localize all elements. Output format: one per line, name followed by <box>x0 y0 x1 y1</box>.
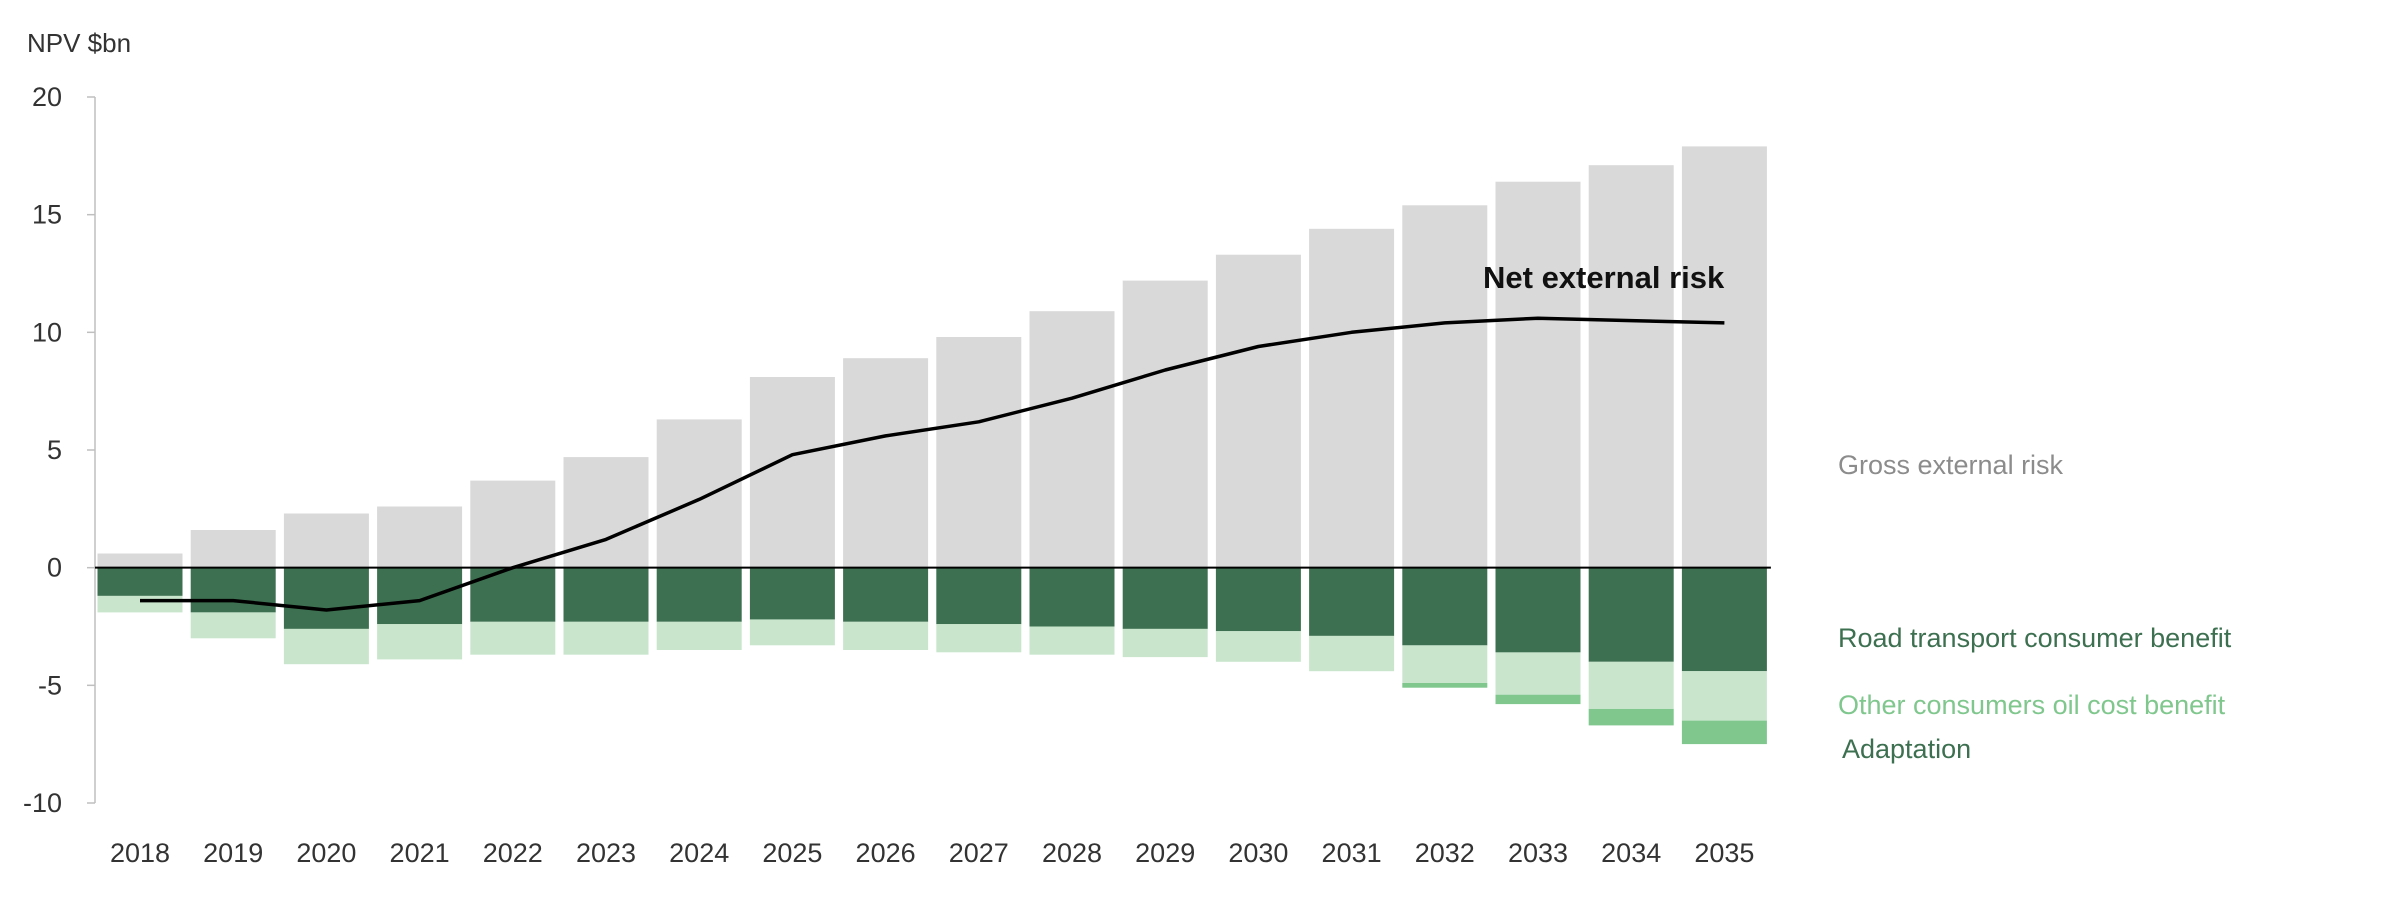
bar-gross-external-risk-2026 <box>843 358 929 568</box>
y-tick-label-0: 0 <box>47 553 62 583</box>
bar-gross-external-risk-2030 <box>1215 254 1301 568</box>
bar-road-transport-consumer-benefit-2028 <box>1029 567 1115 627</box>
bar-road-transport-consumer-benefit-2030 <box>1215 567 1301 632</box>
bar-other-consumers-oil-cost-benefit-2023 <box>563 621 649 655</box>
x-tick-label-2020: 2020 <box>296 838 356 868</box>
bars-layer <box>97 146 1767 745</box>
x-tick-label-2025: 2025 <box>762 838 822 868</box>
bar-other-consumers-oil-cost-benefit-2021 <box>377 624 463 660</box>
bar-other-consumers-oil-cost-benefit-2018 <box>97 595 183 613</box>
bar-road-transport-consumer-benefit-2031 <box>1309 567 1395 636</box>
x-tick-label-2028: 2028 <box>1042 838 1102 868</box>
y-axis-label: NPV $bn <box>27 28 131 58</box>
x-tick-label-2024: 2024 <box>669 838 729 868</box>
line-layer <box>140 316 1725 612</box>
bar-gross-external-risk-2022 <box>470 480 556 568</box>
bar-gross-external-risk-2018 <box>97 553 183 568</box>
x-tick-label-2019: 2019 <box>203 838 263 868</box>
y-tick-label-20: 20 <box>32 82 62 112</box>
x-tick-label-2032: 2032 <box>1415 838 1475 868</box>
bar-road-transport-consumer-benefit-2023 <box>563 567 649 622</box>
bar-other-consumers-oil-cost-benefit-2027 <box>936 624 1022 653</box>
bar-adaptation-2033 <box>1495 694 1581 705</box>
axes-layer <box>87 96 1771 804</box>
labels-layer: -10 -5 0 5 10 15 20 2018 2019 2020 2021 2022 2023 202… <box>23 28 2232 868</box>
y-tick-label-15: 15 <box>32 200 62 230</box>
x-tick-label-2026: 2026 <box>856 838 916 868</box>
bar-road-transport-consumer-benefit-2033 <box>1495 567 1581 653</box>
bar-road-transport-consumer-benefit-2029 <box>1122 567 1208 629</box>
bar-road-transport-consumer-benefit-2026 <box>843 567 929 622</box>
bar-other-consumers-oil-cost-benefit-2030 <box>1215 631 1301 662</box>
y-tick-label-5: 5 <box>47 435 62 465</box>
bar-adaptation-2034 <box>1588 708 1674 726</box>
legend-adaptation: Adaptation <box>1842 734 1971 764</box>
bar-other-consumers-oil-cost-benefit-2034 <box>1588 661 1674 709</box>
x-tick-label-2022: 2022 <box>483 838 543 868</box>
bar-gross-external-risk-2027 <box>936 337 1022 568</box>
x-tick-label-2034: 2034 <box>1601 838 1661 868</box>
bar-gross-external-risk-2033 <box>1495 181 1581 568</box>
bar-other-consumers-oil-cost-benefit-2024 <box>656 621 742 650</box>
bar-road-transport-consumer-benefit-2022 <box>470 567 556 622</box>
bar-gross-external-risk-2028 <box>1029 311 1115 568</box>
x-tick-label-2021: 2021 <box>390 838 450 868</box>
bar-gross-external-risk-2032 <box>1402 205 1488 568</box>
y-tick-label--5: -5 <box>38 670 62 700</box>
x-tick-label-2027: 2027 <box>949 838 1009 868</box>
x-tick-label-2029: 2029 <box>1135 838 1195 868</box>
bar-other-consumers-oil-cost-benefit-2026 <box>843 621 929 650</box>
x-tick-label-2018: 2018 <box>110 838 170 868</box>
bar-other-consumers-oil-cost-benefit-2028 <box>1029 626 1115 655</box>
bar-adaptation-2035 <box>1681 720 1767 745</box>
bar-other-consumers-oil-cost-benefit-2020 <box>283 628 369 665</box>
bar-gross-external-risk-2023 <box>563 457 649 568</box>
bar-gross-external-risk-2024 <box>656 419 742 568</box>
bar-gross-external-risk-2025 <box>749 377 835 568</box>
bar-road-transport-consumer-benefit-2020 <box>283 567 369 629</box>
x-tick-label-2030: 2030 <box>1228 838 1288 868</box>
bar-road-transport-consumer-benefit-2019 <box>190 567 276 613</box>
legend-gross-external-risk: Gross external risk <box>1838 450 2064 480</box>
bar-road-transport-consumer-benefit-2024 <box>656 567 742 622</box>
net-external-risk-line <box>140 316 1725 612</box>
bar-road-transport-consumer-benefit-2034 <box>1588 567 1674 662</box>
bar-gross-external-risk-2031 <box>1309 228 1395 568</box>
legend-other-consumers-oil-cost-benefit: Other consumers oil cost benefit <box>1838 690 2226 720</box>
legend-road-transport-consumer-benefit: Road transport consumer benefit <box>1838 623 2232 653</box>
bar-adaptation-2032 <box>1402 683 1488 688</box>
bar-other-consumers-oil-cost-benefit-2029 <box>1122 628 1208 658</box>
bar-other-consumers-oil-cost-benefit-2031 <box>1309 635 1395 672</box>
bar-other-consumers-oil-cost-benefit-2019 <box>190 612 276 639</box>
y-tick-label-10: 10 <box>32 317 62 347</box>
bar-other-consumers-oil-cost-benefit-2022 <box>470 621 556 655</box>
bar-gross-external-risk-2021 <box>377 506 463 568</box>
bar-gross-external-risk-2019 <box>190 530 276 568</box>
y-tick-label--10: -10 <box>23 788 62 818</box>
bar-other-consumers-oil-cost-benefit-2033 <box>1495 652 1581 695</box>
x-tick-label-2033: 2033 <box>1508 838 1568 868</box>
bar-road-transport-consumer-benefit-2035 <box>1681 567 1767 672</box>
bar-road-transport-consumer-benefit-2021 <box>377 567 463 625</box>
net-external-risk-annotation: Net external risk <box>1483 260 1725 295</box>
bar-other-consumers-oil-cost-benefit-2032 <box>1402 645 1488 683</box>
bar-road-transport-consumer-benefit-2027 <box>936 567 1022 625</box>
bar-other-consumers-oil-cost-benefit-2035 <box>1681 671 1767 721</box>
x-tick-label-2023: 2023 <box>576 838 636 868</box>
x-tick-label-2031: 2031 <box>1322 838 1382 868</box>
bar-gross-external-risk-2035 <box>1681 146 1767 568</box>
bar-gross-external-risk-2029 <box>1122 280 1208 568</box>
bar-gross-external-risk-2034 <box>1588 165 1674 568</box>
bar-road-transport-consumer-benefit-2032 <box>1402 567 1488 646</box>
bar-gross-external-risk-2020 <box>283 513 369 568</box>
x-tick-label-2035: 2035 <box>1694 838 1754 868</box>
bar-road-transport-consumer-benefit-2025 <box>749 567 835 620</box>
bar-road-transport-consumer-benefit-2018 <box>97 567 183 596</box>
bar-other-consumers-oil-cost-benefit-2025 <box>749 619 835 646</box>
